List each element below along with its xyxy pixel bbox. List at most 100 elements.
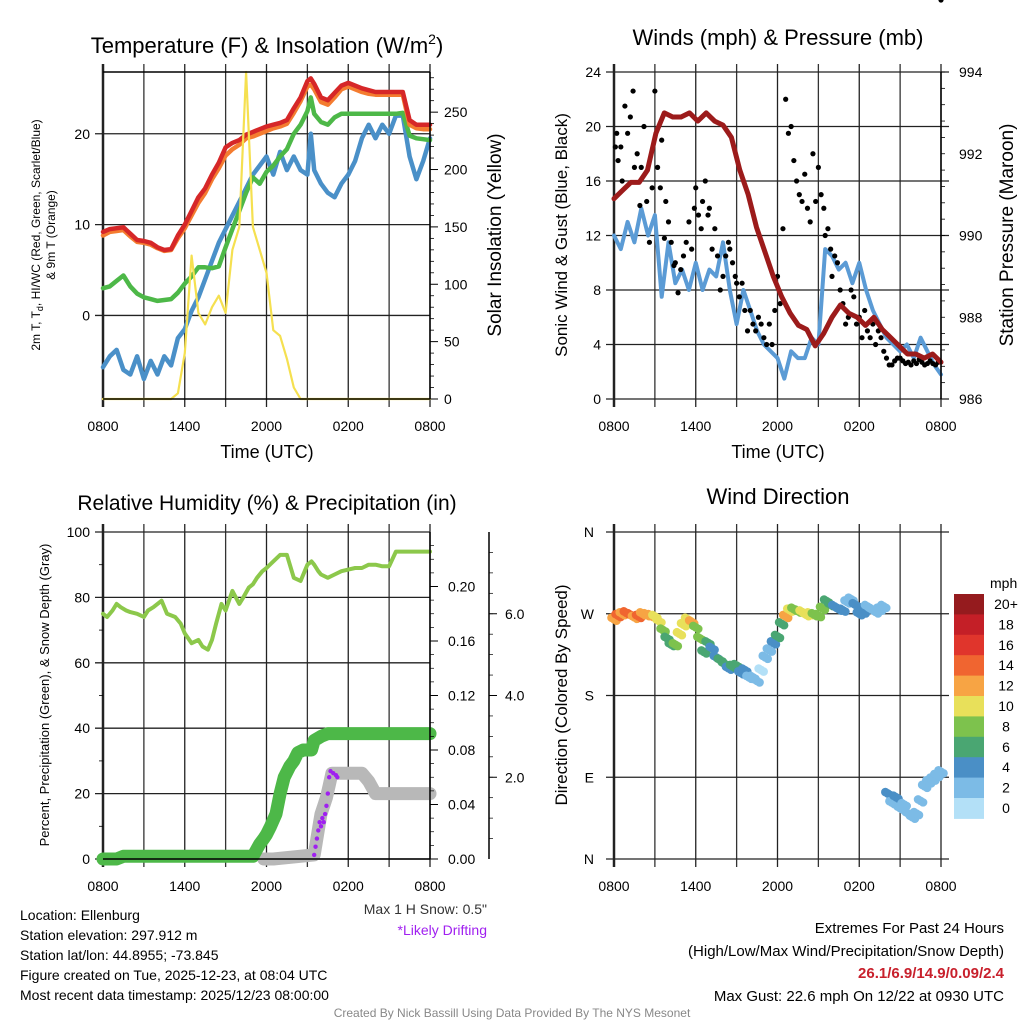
legend-swatch	[954, 675, 984, 697]
legend-label: 8	[1002, 718, 1010, 734]
gust-point	[618, 144, 624, 150]
gust-point	[695, 212, 702, 218]
series-precipitation	[96, 727, 437, 866]
gust-point	[772, 307, 778, 314]
gust-point	[723, 253, 729, 259]
y3-tick-label: 4.0	[505, 688, 525, 704]
gust-point	[727, 246, 733, 252]
gust-point	[734, 280, 740, 286]
drifting-point	[324, 803, 329, 809]
drifting-point	[321, 820, 326, 825]
legend-label: 18	[998, 616, 1014, 632]
gust-point	[818, 192, 824, 198]
wind-direction-points	[607, 593, 948, 824]
drifting-point	[325, 791, 331, 796]
gust-point	[709, 246, 715, 252]
pressure-ylabel: Station Pressure (Maroon)	[997, 124, 1018, 347]
direction-point	[820, 605, 830, 615]
temperature-ylabel-b: , HI/WC (Red, Green, Scarlet/Blue)	[29, 119, 43, 306]
gust-point	[714, 253, 721, 259]
direction-point	[693, 624, 703, 634]
gust-point	[712, 226, 718, 232]
legend-swatch	[954, 614, 984, 636]
gust-point	[678, 266, 684, 273]
gust-point	[732, 273, 738, 279]
y2-tick-label: 988	[959, 309, 983, 325]
temperature-ylabel-a: 2m T, T	[29, 310, 43, 350]
series-dewpoint	[100, 95, 433, 304]
legend-title: mph	[990, 575, 1017, 591]
y2-tick-label: 0.04	[448, 797, 475, 813]
direction-point	[763, 654, 773, 664]
gust-point	[828, 246, 834, 252]
recent-timestamp-text: Most recent data timestamp: 2025/12/23 0…	[20, 987, 329, 1003]
temperature-panel: Temperature (F) & Insolation (W/m2) 0800…	[29, 31, 506, 462]
gust-point	[699, 198, 706, 205]
y-tick-label: 10	[74, 217, 90, 233]
gust-point	[804, 205, 811, 211]
gust-point	[744, 328, 751, 334]
y2-tick-label: 0	[444, 391, 452, 407]
temperature-ylabel-sub: d	[35, 306, 45, 311]
x-tick-label: 0800	[598, 418, 629, 434]
gust-point	[742, 307, 748, 314]
humidity-series	[96, 549, 437, 866]
y-tick-label: 12	[585, 228, 601, 244]
direction-point	[767, 647, 777, 656]
direction-point	[702, 649, 711, 658]
gust-point	[873, 341, 879, 348]
y-tick-label: 100	[67, 524, 91, 540]
location-text: Location: Ellenburg	[20, 907, 140, 923]
y-tick-label: 20	[585, 119, 601, 135]
x-tick-label: 0200	[844, 878, 875, 894]
direction-point	[783, 613, 793, 623]
gust-point	[881, 348, 887, 354]
gust-point	[657, 185, 663, 191]
direction-point	[816, 612, 826, 622]
elevation-text: Station elevation: 297.912 m	[20, 927, 198, 943]
temperature-title-close: )	[436, 33, 443, 58]
wind-direction-title: Wind Direction	[706, 484, 849, 509]
gust-point	[769, 341, 775, 348]
gust-point	[661, 235, 668, 241]
x-tick-label: 0800	[87, 878, 118, 894]
gust-point	[619, 178, 625, 184]
gust-point	[821, 205, 827, 211]
legend-swatch	[954, 594, 984, 615]
winds-grid	[606, 64, 949, 407]
gust-point	[822, 232, 828, 239]
gust-point	[859, 335, 865, 341]
gust-point	[625, 130, 631, 136]
gust-point	[783, 96, 789, 102]
y3-tick-label: 2.0	[505, 769, 525, 785]
gust-point	[825, 226, 831, 232]
winds-xlabel: Time (UTC)	[731, 442, 824, 462]
temperature-title: Temperature (F) & Insolation (W/m2)	[91, 31, 444, 58]
x-tick-label: 0200	[844, 418, 875, 434]
drifting-point	[320, 815, 325, 821]
gust-point	[725, 239, 732, 245]
latlon-text: Station lat/lon: 44.8955; -73.845	[20, 947, 219, 963]
y-tick-label: 0	[82, 307, 90, 323]
gust-point	[649, 185, 655, 191]
gust-point	[655, 164, 661, 170]
y-tick-label: 80	[74, 589, 90, 605]
gust-point	[663, 198, 669, 205]
gust-point	[736, 294, 742, 300]
x-tick-label: 0800	[598, 878, 629, 894]
gust-point	[693, 185, 699, 191]
drifting-point	[314, 836, 320, 841]
humidity-grid	[95, 524, 431, 867]
y2-tick-label: 250	[444, 104, 468, 120]
gust-point	[832, 253, 838, 259]
x-tick-label: 1400	[680, 878, 711, 894]
gust-point	[717, 287, 723, 293]
gust-point	[889, 362, 895, 368]
gust-point	[755, 314, 762, 320]
gust-point	[753, 328, 759, 334]
y2-tick-label: 0.16	[448, 633, 475, 649]
winds-panel: Winds (mph) & Pressure (mb) 0800 1400 2000…	[552, 0, 1018, 462]
drifting-point	[318, 824, 324, 829]
gust-point	[938, 0, 944, 3]
